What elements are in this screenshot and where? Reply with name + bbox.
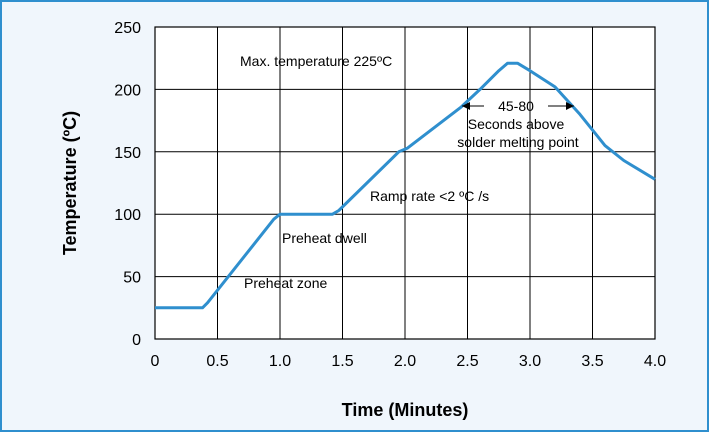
x-tick-label: 2.5 (456, 353, 478, 370)
y-tick-label: 0 (132, 332, 141, 349)
x-tick-label: 1.0 (269, 353, 291, 370)
x-tick-label: 3.5 (581, 353, 603, 370)
preheat-zone-label: Preheat zone (244, 275, 327, 291)
preheat-dwell-label: Preheat dwell (282, 230, 367, 246)
temperature-profile-line (155, 61, 656, 310)
x-tick-label: 0 (151, 353, 160, 370)
y-axis-title: Temperature (ºC) (60, 111, 80, 255)
x-tick-label: 0.5 (206, 353, 228, 370)
x-tick-label: 2.0 (394, 353, 416, 370)
seconds-above-label: Seconds above (468, 116, 565, 132)
y-tick-label: 200 (114, 82, 141, 99)
max-temp-label: Max. temperature 225ºC (240, 53, 392, 69)
x-tick-label: 4.0 (644, 353, 666, 370)
grid (155, 27, 655, 339)
y-tick-label: 150 (114, 145, 141, 162)
tick-labels: 0 0.5 1.0 1.5 2.0 2.5 3.0 3.5 4.0 0 50 100 150 200 250 (114, 20, 666, 370)
y-tick-label: 250 (114, 20, 141, 37)
y-tick-label: 100 (114, 207, 141, 224)
range-arrow (462, 102, 574, 110)
y-tick-label: 50 (123, 270, 141, 287)
range-label: 45-80 (498, 98, 534, 114)
ramp-rate-label: Ramp rate <2 ºC /s (370, 188, 489, 204)
x-tick-label: 3.0 (519, 353, 541, 370)
solder-melting-point-label: solder melting point (457, 134, 579, 150)
x-axis-title: Time (Minutes) (342, 400, 469, 420)
x-tick-label: 1.5 (331, 353, 353, 370)
